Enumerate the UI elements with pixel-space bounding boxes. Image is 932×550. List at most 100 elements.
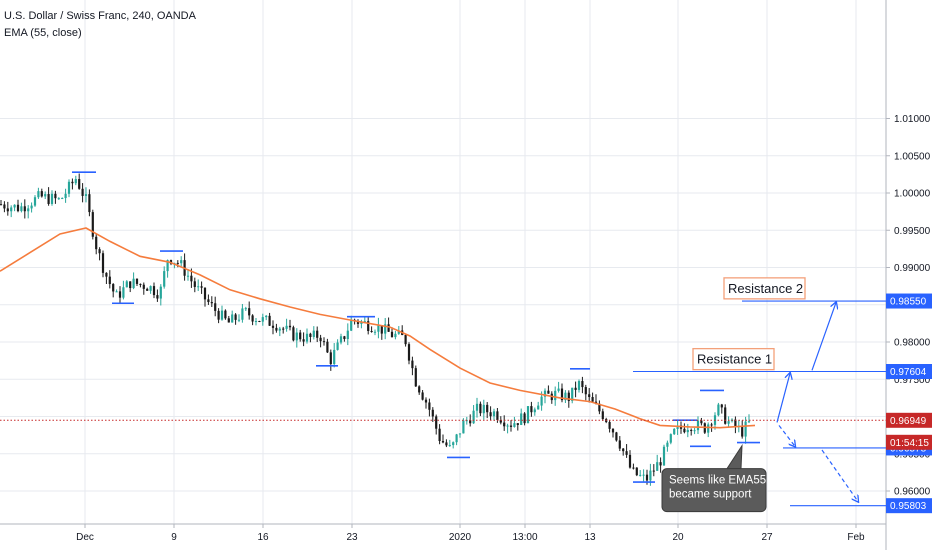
candle-body <box>727 421 730 424</box>
dashed-arrow <box>821 449 858 501</box>
candle-body <box>217 310 220 320</box>
chart-grid <box>0 0 886 524</box>
candle-body <box>23 206 26 212</box>
ema-line <box>0 227 756 429</box>
candle-body <box>492 411 496 417</box>
candle-body <box>390 331 394 338</box>
candle-body <box>659 462 662 466</box>
candle-countdown-text: 01:54:15 <box>890 438 929 449</box>
x-tick-label: 20 <box>672 532 684 543</box>
candle-body <box>129 281 132 289</box>
candle-body <box>135 278 139 284</box>
candle-body <box>142 284 145 289</box>
resistance-1-price-text: 0.97604 <box>890 367 927 378</box>
bubble-text-line: Seems like EMA55 <box>669 475 766 487</box>
candle-body <box>625 451 628 455</box>
candle-countdown-box <box>886 434 932 450</box>
candle-body <box>71 181 74 184</box>
candle-body <box>95 236 98 250</box>
candle-body <box>421 392 424 400</box>
candle-body <box>513 423 516 427</box>
candle-body <box>200 286 203 288</box>
projection-arrows[interactable] <box>776 303 858 502</box>
candle-body <box>336 342 339 350</box>
candle-body <box>156 295 159 299</box>
candle-body <box>482 404 485 414</box>
candle-body <box>299 332 302 340</box>
candle-body <box>479 403 482 414</box>
level-lines[interactable] <box>0 300 886 507</box>
candle-body <box>414 368 417 387</box>
candle-body <box>197 286 200 288</box>
chart-legend: U.S. Dollar / Swiss Franc, 240, OANDA EM… <box>4 8 196 42</box>
candle-body <box>418 386 421 393</box>
candle-body <box>339 336 343 343</box>
candle-body <box>278 328 281 331</box>
current-price-box <box>886 412 932 428</box>
candle-body <box>380 325 383 334</box>
candle-body <box>244 308 247 310</box>
candle-body <box>288 325 292 328</box>
candle-body <box>530 406 533 413</box>
candle-body <box>397 330 400 334</box>
candle-body <box>282 328 285 330</box>
resistance-2-box <box>723 277 806 300</box>
x-tick-label: 16 <box>257 532 269 543</box>
candle-body <box>543 390 547 397</box>
candle-body <box>40 191 43 197</box>
annotations[interactable]: Resistance 1 Resistance 2 Seems like EMA55… <box>661 277 806 513</box>
candle-body <box>237 319 241 321</box>
candle-body <box>720 404 723 408</box>
candle-body <box>261 317 264 322</box>
candle-body <box>567 392 570 401</box>
candle-body <box>673 428 676 435</box>
candle-body <box>373 331 377 333</box>
candle-body <box>125 281 128 288</box>
candle-body <box>452 442 455 446</box>
candle-body <box>251 315 254 322</box>
candle-body <box>428 402 431 410</box>
candle-body <box>146 288 149 291</box>
candle-body <box>734 419 737 428</box>
ema-support-bubble <box>661 443 767 513</box>
candle-body <box>486 404 489 413</box>
candle-body <box>642 474 645 476</box>
candle-body <box>10 207 13 212</box>
candle-body <box>407 344 411 361</box>
candle-body <box>309 333 312 337</box>
candle-body <box>207 299 210 303</box>
candle-body <box>560 388 564 401</box>
candle-body <box>248 308 251 316</box>
x-tick-label: 13:00 <box>512 532 537 543</box>
candle-body <box>186 275 190 277</box>
candle-body <box>214 303 217 311</box>
y-tick-label: 1.00500 <box>894 151 931 162</box>
candle-body <box>581 381 584 388</box>
candle-body <box>152 286 156 296</box>
candle-body <box>64 193 67 199</box>
candle-body <box>472 410 475 424</box>
candle-body <box>44 194 47 197</box>
candle-body <box>696 420 700 431</box>
candle-body <box>305 333 309 342</box>
candle-body <box>112 284 115 292</box>
candle-body <box>540 396 543 406</box>
candle-body <box>387 324 390 332</box>
candle-body <box>193 281 196 287</box>
candle-body <box>350 319 353 331</box>
candle-body <box>333 349 336 365</box>
candle-body <box>118 291 122 298</box>
candle-body <box>591 397 594 402</box>
solid-arrow <box>776 373 790 423</box>
candle-body <box>523 413 526 424</box>
candle-body <box>149 286 152 291</box>
candle-body <box>469 420 472 424</box>
candle-body <box>564 392 567 401</box>
candle-body <box>268 315 271 326</box>
candle-body <box>343 336 346 340</box>
y-tick-label: 0.99000 <box>894 263 931 274</box>
candle-body <box>489 412 492 417</box>
candle-body <box>571 387 574 401</box>
candle-body <box>448 445 451 447</box>
